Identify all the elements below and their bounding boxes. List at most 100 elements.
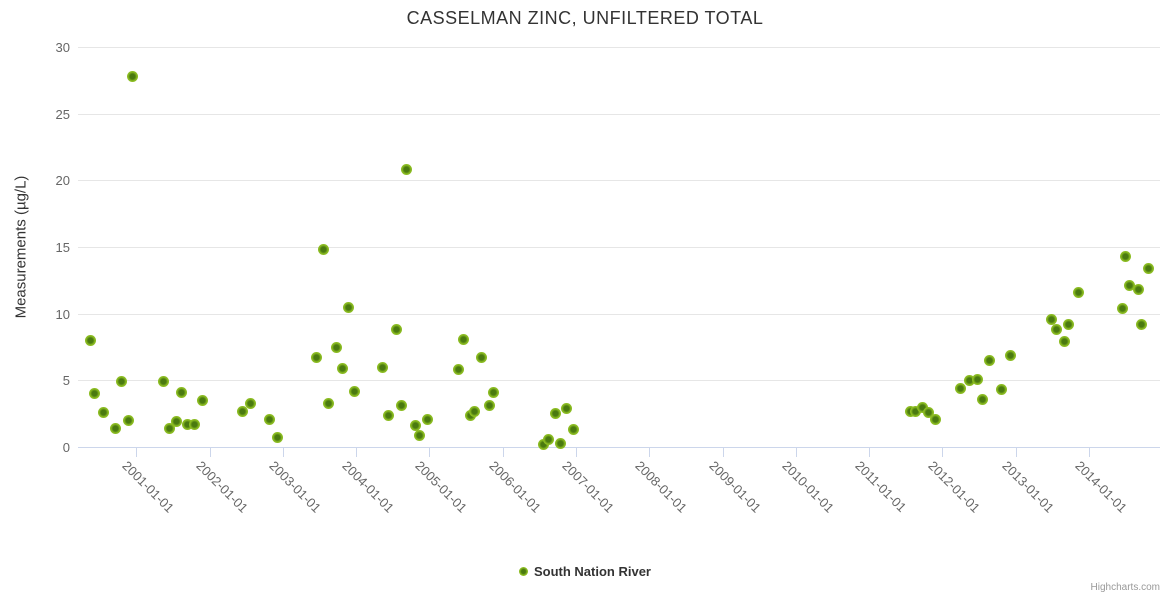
data-point[interactable] bbox=[272, 432, 284, 444]
data-point[interactable] bbox=[175, 386, 187, 398]
x-axis-tick bbox=[942, 448, 944, 457]
data-point[interactable] bbox=[396, 400, 408, 412]
data-point[interactable] bbox=[972, 373, 984, 385]
data-point[interactable] bbox=[410, 420, 422, 432]
y-gridline bbox=[78, 180, 1160, 182]
data-point[interactable] bbox=[170, 416, 182, 428]
data-point[interactable] bbox=[983, 354, 995, 366]
data-point[interactable] bbox=[1059, 336, 1071, 348]
data-point[interactable] bbox=[401, 164, 413, 176]
data-point[interactable] bbox=[1073, 286, 1085, 298]
x-axis-tick bbox=[575, 448, 577, 457]
x-axis-tick bbox=[649, 448, 651, 457]
data-point[interactable] bbox=[1045, 313, 1057, 325]
legend-marker-icon bbox=[518, 566, 528, 576]
data-point[interactable] bbox=[1135, 318, 1147, 330]
data-point[interactable] bbox=[377, 361, 389, 373]
data-point[interactable] bbox=[1051, 324, 1063, 336]
x-axis-tick-label: 2007-01-01 bbox=[559, 458, 618, 516]
data-point[interactable] bbox=[88, 388, 100, 400]
y-axis-tick-label: 5 bbox=[62, 373, 70, 389]
y-gridline bbox=[78, 47, 1160, 48]
x-axis-line bbox=[78, 447, 1160, 448]
data-point[interactable] bbox=[488, 386, 500, 398]
data-point[interactable] bbox=[311, 352, 323, 364]
data-point[interactable] bbox=[929, 413, 941, 425]
x-axis-tick-label: 2014-01-01 bbox=[1072, 458, 1131, 516]
x-axis-tick-label: 2005-01-01 bbox=[412, 458, 471, 516]
data-point[interactable] bbox=[348, 385, 360, 397]
data-point[interactable] bbox=[343, 301, 355, 313]
data-point[interactable] bbox=[189, 418, 201, 430]
data-point[interactable] bbox=[109, 422, 121, 434]
data-point[interactable] bbox=[336, 362, 348, 374]
data-point[interactable] bbox=[264, 413, 276, 425]
chart-title: CASSELMAN ZINC, UNFILTERED TOTAL bbox=[406, 8, 764, 28]
data-point[interactable] bbox=[237, 405, 249, 417]
data-point[interactable] bbox=[123, 414, 135, 426]
highcharts-credits-link[interactable]: Highcharts.com bbox=[1090, 582, 1160, 593]
data-point[interactable] bbox=[955, 382, 967, 394]
data-point[interactable] bbox=[1062, 318, 1074, 330]
x-axis-tick-label: 2009-01-01 bbox=[705, 458, 764, 516]
x-axis-tick-label: 2012-01-01 bbox=[925, 458, 984, 516]
data-point[interactable] bbox=[923, 406, 935, 418]
y-axis-tick-label: 25 bbox=[55, 106, 70, 122]
legend-series-label: South Nation River bbox=[533, 563, 651, 579]
data-point[interactable] bbox=[1123, 280, 1135, 292]
data-point[interactable] bbox=[331, 341, 343, 353]
data-point[interactable] bbox=[98, 406, 110, 418]
data-point[interactable] bbox=[910, 405, 921, 417]
x-axis-tick-label: 2003-01-01 bbox=[266, 458, 324, 516]
data-point[interactable] bbox=[476, 352, 488, 364]
data-point[interactable] bbox=[244, 397, 256, 409]
x-axis-tick-label: 2011-01-01 bbox=[852, 458, 910, 515]
x-axis-tick-label: 2004-01-01 bbox=[339, 458, 398, 516]
data-point[interactable] bbox=[158, 376, 170, 388]
data-point[interactable] bbox=[115, 376, 127, 388]
x-axis-tick-label: 2013-01-01 bbox=[999, 458, 1057, 516]
data-point[interactable] bbox=[469, 405, 481, 417]
data-point[interactable] bbox=[126, 70, 138, 82]
data-point[interactable] bbox=[549, 408, 561, 420]
data-point[interactable] bbox=[483, 400, 495, 412]
data-point[interactable] bbox=[422, 413, 434, 425]
y-gridline bbox=[78, 313, 1160, 315]
legend-item-south-nation-river[interactable]: South Nation River bbox=[0, 561, 1170, 581]
data-point[interactable] bbox=[555, 437, 567, 449]
data-point[interactable] bbox=[964, 374, 976, 386]
data-point[interactable] bbox=[1120, 250, 1132, 262]
data-point[interactable] bbox=[452, 364, 464, 376]
x-axis-tick-label: 2001-01-01 bbox=[119, 458, 178, 516]
data-point[interactable] bbox=[84, 334, 96, 346]
data-point[interactable] bbox=[560, 402, 572, 414]
x-axis-tick bbox=[1015, 448, 1017, 457]
x-axis-tick-label: 2008-01-01 bbox=[632, 458, 691, 516]
data-point[interactable] bbox=[413, 429, 425, 441]
y-axis-tick-label: 30 bbox=[55, 40, 70, 55]
data-point[interactable] bbox=[1004, 349, 1016, 361]
data-point[interactable] bbox=[537, 438, 549, 450]
data-point[interactable] bbox=[996, 384, 1008, 396]
y-axis-tick-label: 15 bbox=[55, 240, 70, 255]
data-point[interactable] bbox=[917, 401, 929, 413]
data-point[interactable] bbox=[390, 324, 402, 336]
data-point[interactable] bbox=[181, 418, 193, 430]
data-point[interactable] bbox=[196, 394, 208, 406]
data-point[interactable] bbox=[323, 397, 335, 409]
data-point[interactable] bbox=[383, 409, 395, 421]
data-point[interactable] bbox=[163, 422, 175, 434]
data-point[interactable] bbox=[1132, 284, 1144, 296]
x-axis-tick bbox=[869, 448, 871, 457]
data-point[interactable] bbox=[567, 424, 579, 436]
data-point[interactable] bbox=[1142, 262, 1154, 274]
y-axis-tick-label: 10 bbox=[55, 306, 70, 322]
data-point[interactable] bbox=[543, 433, 555, 445]
data-point[interactable] bbox=[976, 393, 988, 405]
x-axis-tick-label: 2010-01-01 bbox=[779, 458, 837, 516]
data-point[interactable] bbox=[458, 333, 470, 345]
data-point[interactable] bbox=[318, 244, 330, 256]
y-gridline bbox=[78, 247, 1160, 248]
data-point[interactable] bbox=[1117, 302, 1129, 314]
